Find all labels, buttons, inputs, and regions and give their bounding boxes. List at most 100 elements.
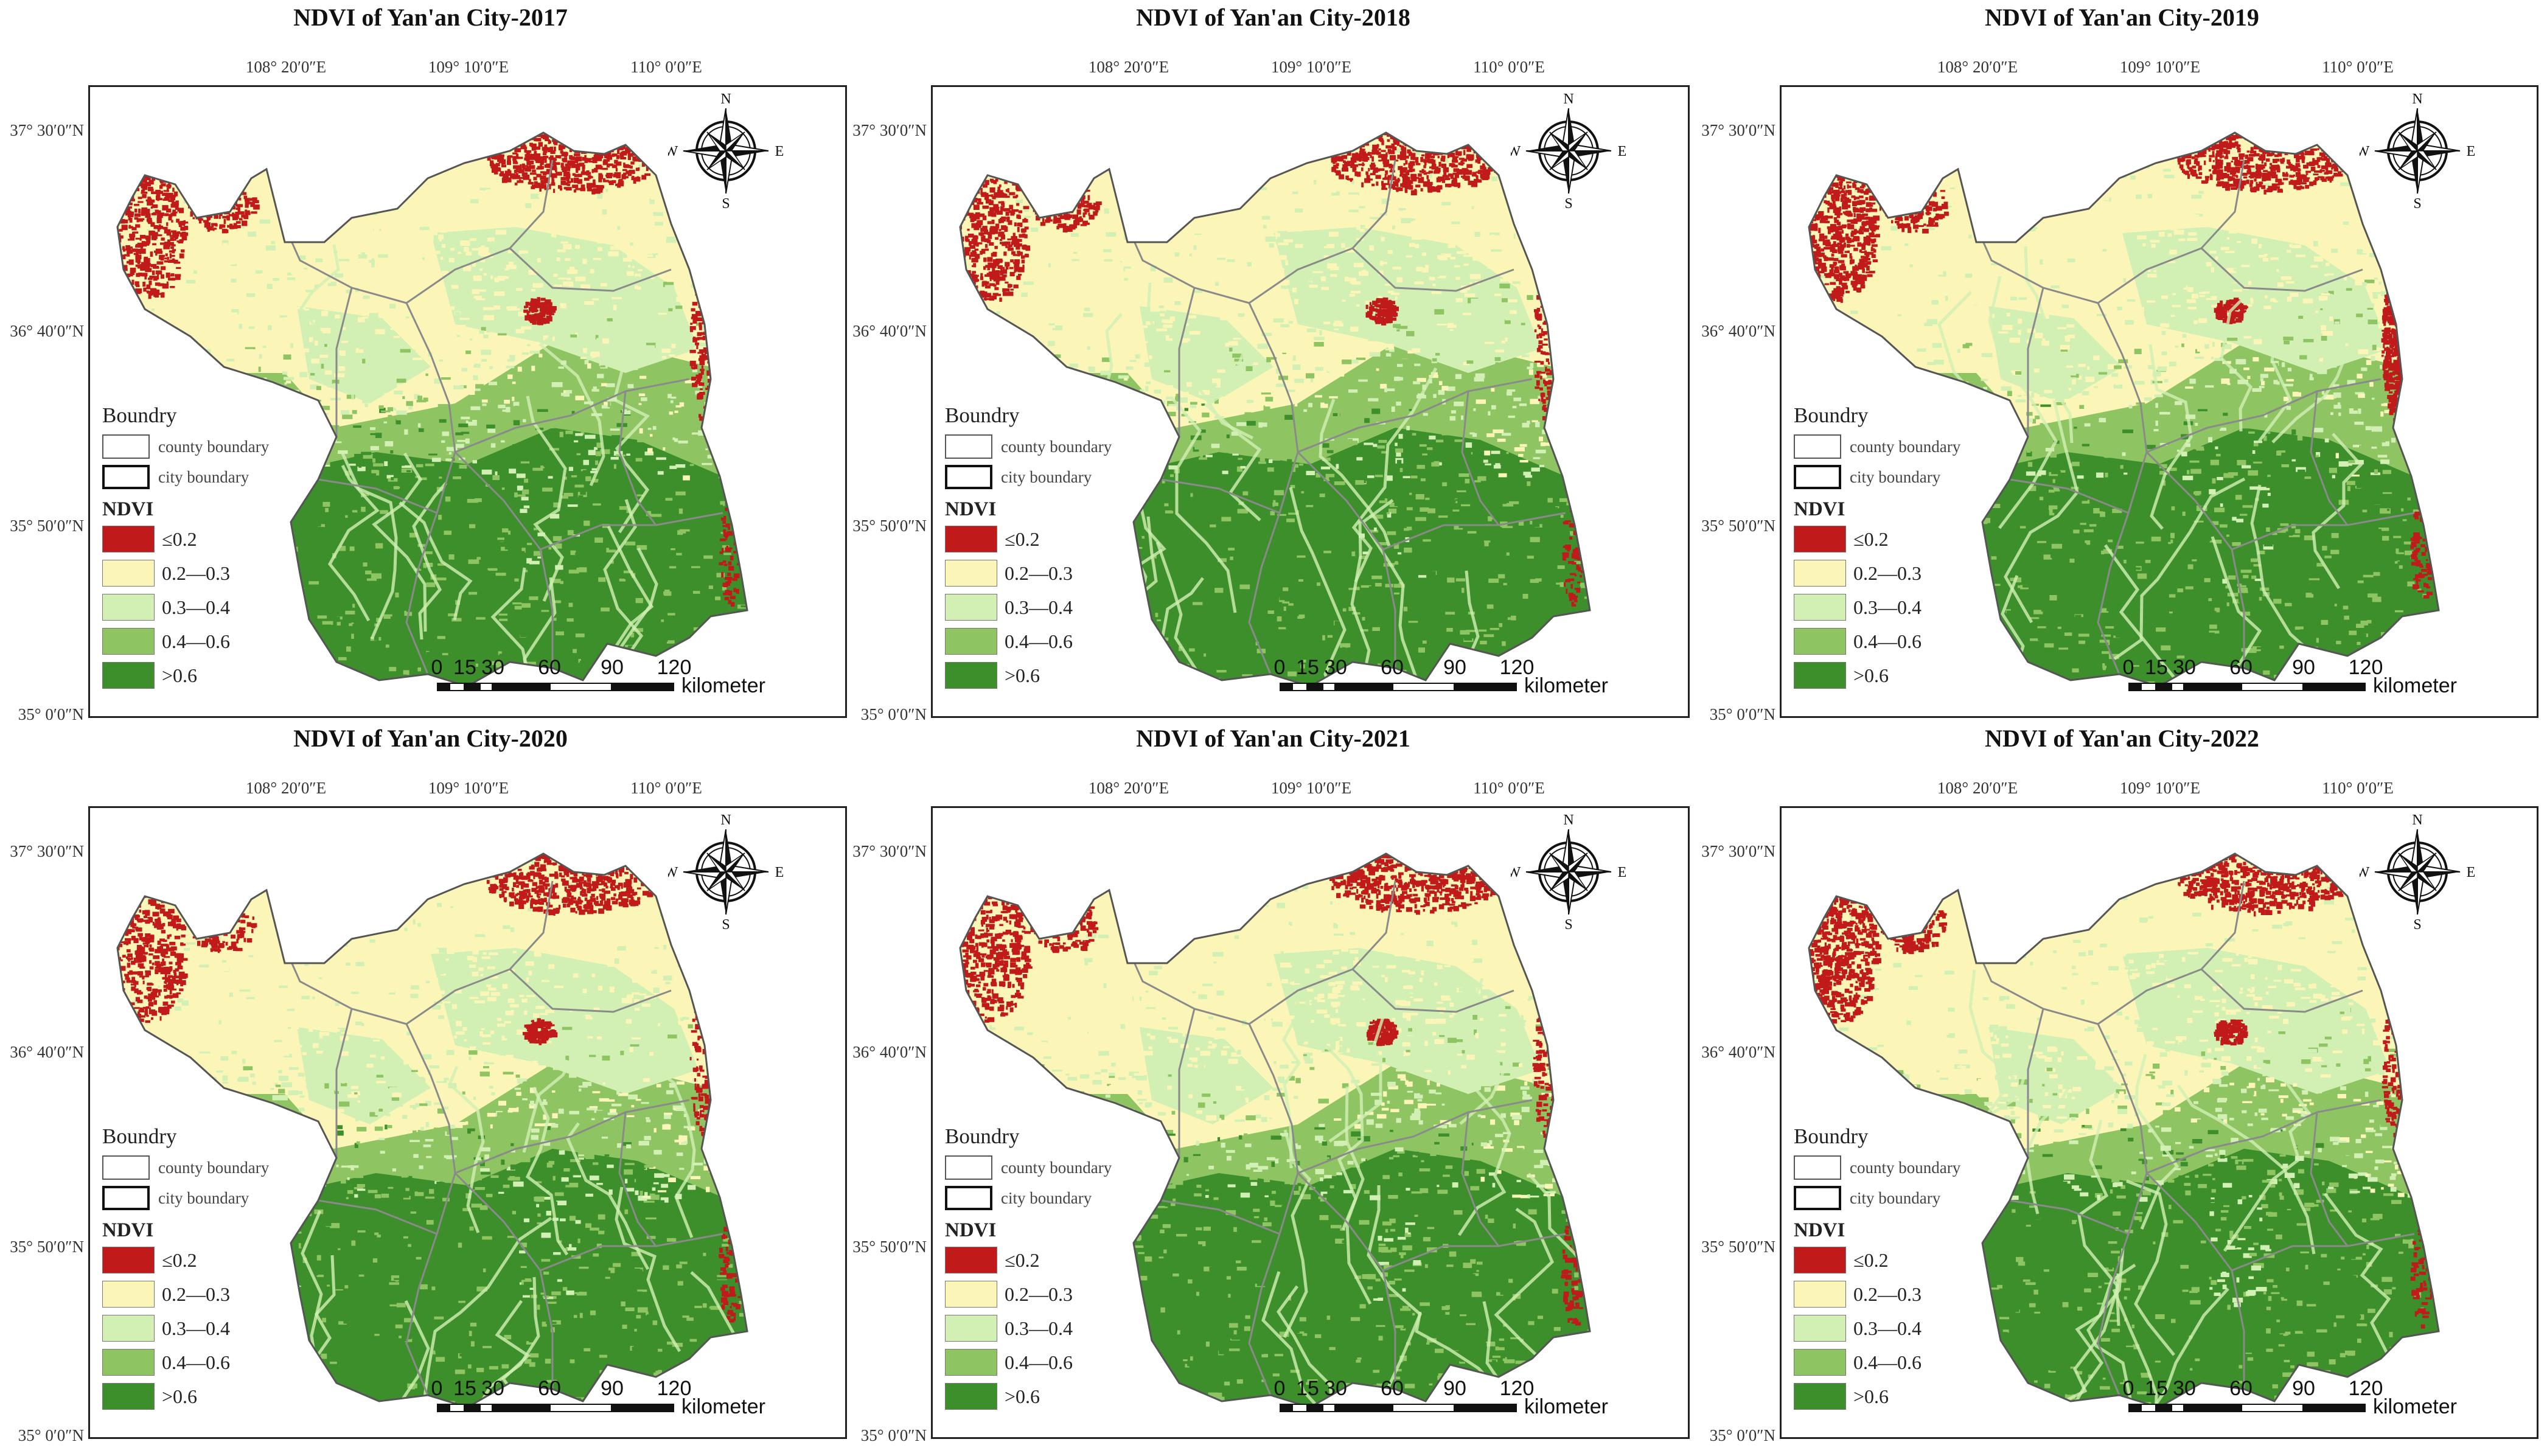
ndvi-class-label: >0.6 — [1005, 664, 1040, 687]
ndvi-swatch — [945, 526, 997, 552]
latitude-label: 35° 0′0″N — [1698, 705, 1775, 724]
legend-city-row: city boundary — [1794, 462, 1960, 492]
scale-tick-label: 0 — [2123, 656, 2134, 680]
ndvi-class-row: 0.2—0.3 — [102, 556, 269, 590]
latitude-label: 35° 50′0″N — [6, 1238, 84, 1256]
scale-bar-segment — [2156, 1404, 2171, 1412]
scale-unit-label: kilometer — [681, 1395, 765, 1419]
ndvi-class-row: 0.3—0.4 — [945, 1311, 1112, 1345]
scale-tick-label: 15 — [453, 1377, 476, 1401]
scale-bar-segment — [465, 683, 479, 691]
latitude-label: 36° 40′0″N — [849, 1043, 927, 1062]
scale-bar-segment — [1280, 1404, 1292, 1412]
county-swatch — [102, 434, 150, 459]
ndvi-class-label: ≤0.2 — [1005, 1249, 1040, 1272]
map-legend: Boundry county boundary city boundary NDVI ≤… — [102, 1124, 269, 1413]
county-swatch — [1794, 434, 1841, 459]
scale-bar: 0 15 30 60 90 120 kilometer — [2122, 1377, 2512, 1426]
scale-tick-label: 120 — [1500, 656, 1535, 680]
map-panel-2: NDVI of Yan'an City-2019 108° 20′0″E 109° … — [1698, 3, 2546, 724]
ndvi-swatch — [945, 662, 997, 689]
scale-bar: 0 15 30 60 90 120 kilometer — [431, 1377, 820, 1426]
ndvi-class-row: 0.2—0.3 — [945, 556, 1112, 590]
scale-tick-label: 30 — [481, 1377, 504, 1401]
ndvi-swatch — [102, 662, 155, 689]
scale-bar-segment — [549, 1404, 612, 1412]
ndvi-swatch — [102, 1349, 155, 1376]
ndvi-class-label: 0.3—0.4 — [1853, 1317, 1922, 1340]
ndvi-swatch — [102, 1247, 155, 1273]
ndvi-class-row: 0.3—0.4 — [1794, 590, 1960, 624]
compass-e-label: E — [775, 144, 784, 159]
city-label: city boundary — [1001, 468, 1092, 487]
legend-city-row: city boundary — [102, 462, 269, 492]
ndvi-swatch — [945, 1383, 997, 1410]
ndvi-class-label: >0.6 — [162, 1385, 197, 1408]
latitude-label: 35° 50′0″N — [849, 1238, 927, 1256]
scale-bar: 0 15 30 60 90 120 kilometer — [431, 656, 820, 705]
county-swatch — [1794, 1155, 1841, 1180]
compass-n-label: N — [2412, 814, 2422, 828]
scale-bar-segment — [1322, 683, 1336, 691]
ndvi-swatch — [945, 1315, 997, 1342]
compass-e-label: E — [2467, 144, 2475, 159]
county-label: county boundary — [1001, 437, 1112, 456]
map-panel-3: NDVI of Yan'an City-2020 108° 20′0″E 109° … — [6, 724, 855, 1444]
ndvi-class-row: 0.4—0.6 — [945, 624, 1112, 658]
ndvi-class-label: 0.2—0.3 — [162, 562, 230, 585]
city-boundary-outline — [959, 852, 1591, 1409]
ndvi-class-label: 0.4—0.6 — [1005, 630, 1073, 653]
scale-bar: 0 15 30 60 90 120 kilometer — [2122, 656, 2512, 705]
map-frame: N S E W Boundry county boundary city boundary N… — [1780, 85, 2538, 718]
longitude-label: 110° 0′0″E — [1473, 58, 1545, 77]
ndvi-class-label: 0.2—0.3 — [1005, 1283, 1073, 1306]
scale-bar-segment — [437, 683, 449, 691]
compass-n-label: N — [1563, 93, 1573, 107]
city-swatch — [945, 465, 992, 489]
compass-w-label: W — [1511, 144, 1521, 159]
latitude-label: 36° 40′0″N — [849, 322, 927, 341]
ndvi-class-row: ≤0.2 — [945, 522, 1112, 556]
scale-tick-label: 60 — [1381, 656, 1404, 680]
scale-bar-segment — [2141, 683, 2156, 691]
county-boundaries — [274, 159, 723, 675]
longitude-label: 108° 20′0″E — [1937, 779, 2018, 798]
scale-bar-segment — [493, 683, 549, 691]
scale-bar-segment — [1455, 683, 1517, 691]
longitude-label: 110° 0′0″E — [2322, 779, 2394, 798]
ndvi-class-label: >0.6 — [1853, 1385, 1889, 1408]
ndvi-class-row: 0.3—0.4 — [102, 590, 269, 624]
longitude-label: 109° 10′0″E — [1271, 58, 1351, 77]
ndvi-map — [1808, 852, 2440, 1409]
ndvi-class-label: ≤0.2 — [1853, 528, 1889, 551]
scale-tick-label: 30 — [481, 656, 504, 680]
latitude-label: 36° 40′0″N — [1698, 1043, 1775, 1062]
map-panel-1: NDVI of Yan'an City-2018 108° 20′0″E 109° … — [849, 3, 1698, 723]
scale-tick-label: 90 — [1443, 1377, 1466, 1401]
ndvi-legend-title: NDVI — [1794, 1219, 1960, 1242]
city-label: city boundary — [158, 468, 249, 487]
scale-tick-label: 60 — [2229, 656, 2253, 680]
scale-bar-segment — [2128, 1404, 2141, 1412]
latitude-label: 37° 30′0″N — [1698, 842, 1775, 861]
scale-bar-segment — [549, 683, 612, 691]
ndvi-class-row: >0.6 — [102, 1379, 269, 1413]
ndvi-class-row: ≤0.2 — [102, 522, 269, 556]
scale-tick-label: 90 — [2292, 656, 2315, 680]
longitude-label: 110° 0′0″E — [630, 58, 702, 77]
scale-unit-label: kilometer — [681, 674, 765, 698]
ndvi-class-row: 0.3—0.4 — [945, 590, 1112, 624]
compass-s-label: S — [722, 196, 730, 209]
ndvi-class-row: 0.2—0.3 — [102, 1277, 269, 1311]
boundary-legend-title: Boundry — [945, 403, 1112, 428]
boundary-legend-title: Boundry — [1794, 1124, 1960, 1149]
county-boundaries — [1117, 880, 1566, 1396]
compass-container: N S E W — [2356, 91, 2476, 212]
scale-bar: 0 15 30 60 90 120 kilometer — [1274, 656, 1663, 705]
ndvi-class-label: 0.4—0.6 — [162, 1351, 230, 1374]
north-arrow-compass-icon: N S E W — [664, 812, 784, 933]
scale-tick-label: 15 — [1296, 1377, 1319, 1401]
longitude-label: 110° 0′0″E — [1473, 779, 1545, 798]
ndvi-class-row: ≤0.2 — [1794, 522, 1960, 556]
compass-s-label: S — [722, 917, 730, 930]
